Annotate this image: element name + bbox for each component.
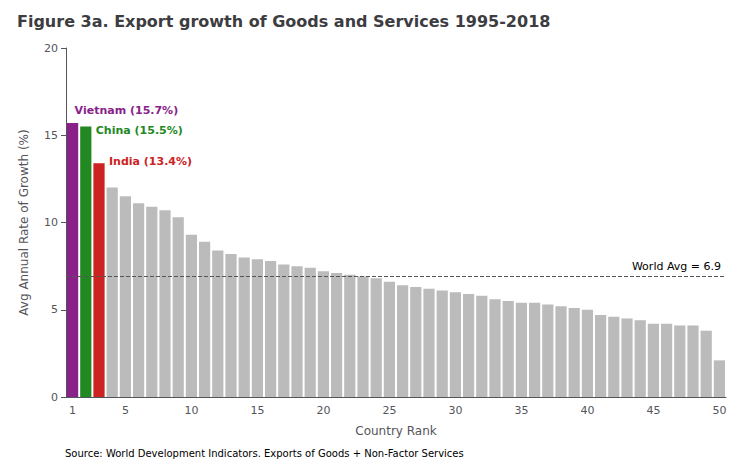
svg-text:World Avg = 6.9: World Avg = 6.9 bbox=[632, 260, 721, 273]
svg-text:Country Rank: Country Rank bbox=[355, 424, 437, 438]
svg-text:5: 5 bbox=[122, 404, 129, 417]
svg-text:Figure 3a. Export growth of Go: Figure 3a. Export growth of Goods and Se… bbox=[17, 12, 550, 31]
svg-text:40: 40 bbox=[580, 404, 594, 417]
svg-text:5: 5 bbox=[51, 303, 58, 316]
svg-text:20: 20 bbox=[316, 404, 330, 417]
svg-text:China (15.5%): China (15.5%) bbox=[96, 124, 183, 137]
svg-text:15: 15 bbox=[44, 129, 58, 142]
svg-text:Source: World Development Indi: Source: World Development Indicators. Ex… bbox=[65, 448, 464, 459]
svg-text:10: 10 bbox=[184, 404, 198, 417]
svg-text:45: 45 bbox=[646, 404, 660, 417]
svg-text:India (13.4%): India (13.4%) bbox=[109, 155, 192, 168]
svg-text:15: 15 bbox=[250, 404, 264, 417]
svg-text:20: 20 bbox=[44, 42, 58, 55]
svg-text:Vietnam (15.7%): Vietnam (15.7%) bbox=[75, 104, 179, 117]
svg-text:50: 50 bbox=[712, 404, 726, 417]
svg-text:1: 1 bbox=[69, 404, 76, 417]
svg-text:35: 35 bbox=[514, 404, 528, 417]
svg-text:25: 25 bbox=[382, 404, 396, 417]
svg-text:10: 10 bbox=[44, 216, 58, 229]
svg-text:0: 0 bbox=[51, 391, 58, 404]
svg-text:Avg Annual Rate of Growth (%): Avg Annual Rate of Growth (%) bbox=[17, 129, 31, 315]
svg-text:30: 30 bbox=[448, 404, 462, 417]
